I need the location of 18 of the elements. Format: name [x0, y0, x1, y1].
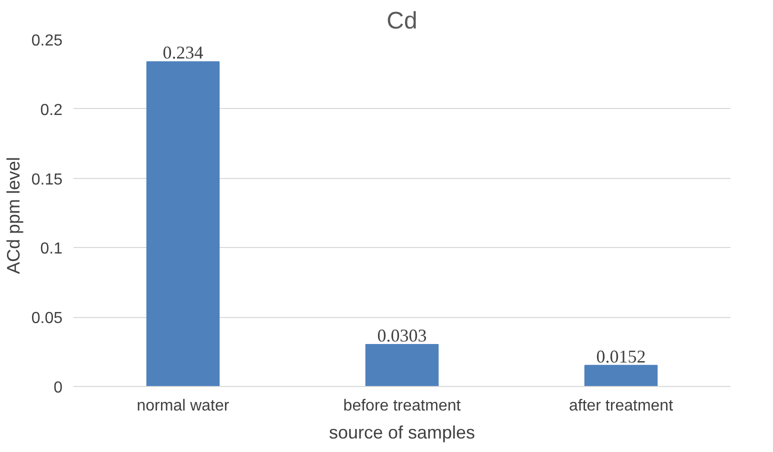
y-tick-label: 0.1: [40, 240, 63, 258]
data-label: 0.0303: [377, 325, 427, 346]
data-label: 0.0152: [596, 346, 646, 366]
bar: [146, 61, 220, 386]
bar: [584, 364, 658, 386]
y-tick-label: 0.15: [31, 171, 63, 188]
y-axis-title: ACd ppm level: [3, 156, 24, 274]
x-tick-label: normal water: [136, 398, 230, 414]
x-axis-title: source of samples: [328, 422, 476, 442]
chart-title: Cd: [386, 8, 418, 34]
x-tick-label: after treatment: [568, 398, 674, 414]
y-tick-label: 0.25: [31, 32, 63, 50]
bar: [365, 344, 439, 386]
data-label: 0.234: [162, 42, 204, 63]
x-tick-label: before treatment: [343, 398, 462, 414]
y-tick-label: 0.2: [40, 102, 63, 119]
y-tick-label: 0.05: [31, 310, 63, 328]
y-tick-label: 0: [54, 380, 63, 396]
